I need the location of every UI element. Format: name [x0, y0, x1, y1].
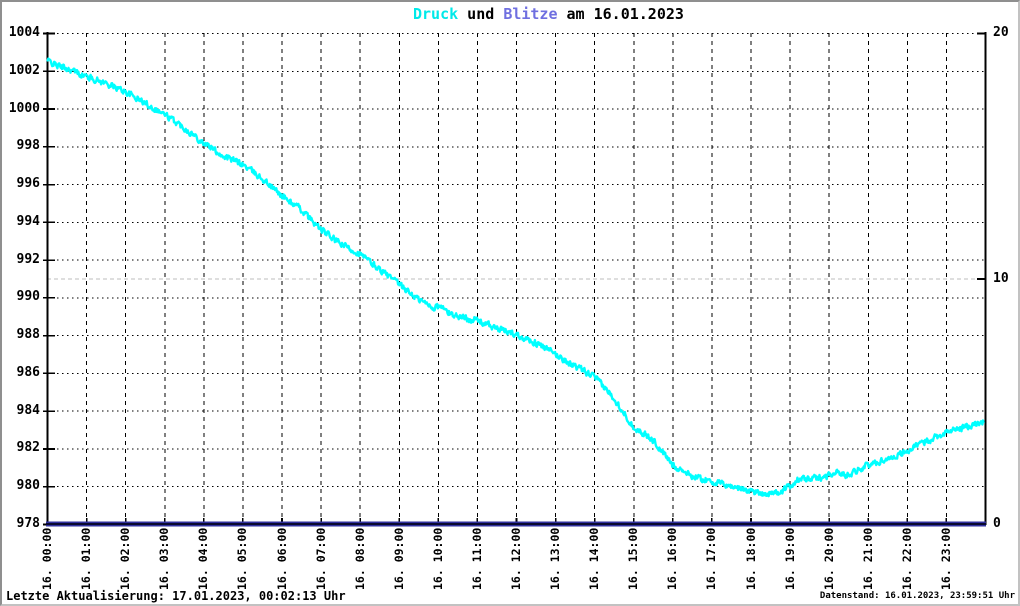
y-axis-right-label: 20	[993, 25, 1009, 40]
x-axis-tick-label: 16. 01:00	[79, 527, 94, 590]
x-axis-tick-label: 16. 08:00	[352, 527, 367, 590]
y-axis-left-label: 988	[16, 327, 40, 343]
x-axis-tick-label: 16. 03:00	[157, 527, 172, 590]
x-axis-tick-label: 16. 20:00	[821, 527, 836, 590]
y-axis-left-label: 986	[16, 364, 40, 380]
x-axis-tick-label: 16. 15:00	[626, 527, 641, 590]
y-axis-right-label: 10	[993, 270, 1009, 286]
x-axis-tick-label: 16. 21:00	[860, 527, 875, 590]
y-axis-left-label: 1004	[8, 25, 40, 40]
chart-title-druck: Druck	[413, 5, 459, 23]
x-axis-tick-label: 16. 17:00	[704, 527, 719, 590]
chart-title-blitze: Blitze	[503, 5, 558, 23]
x-axis-tick-label: 16. 18:00	[743, 527, 758, 590]
y-axis-left-label: 990	[16, 289, 40, 305]
x-axis-tick-label: 16. 11:00	[469, 527, 484, 590]
y-axis-left-label: 984	[16, 402, 40, 418]
y-axis-left-label: 1002	[8, 62, 40, 78]
y-axis-left-label: 980	[16, 478, 40, 494]
x-axis-tick-label: 16. 06:00	[274, 527, 289, 590]
x-axis-tick-label: 16. 09:00	[391, 527, 406, 590]
x-axis-tick-label: 16. 22:00	[899, 527, 914, 590]
last-update-text: Letzte Aktualisierung: 17.01.2023, 00:02…	[6, 589, 346, 603]
y-axis-left-label: 1000	[8, 100, 40, 116]
chart-title: Druck und Blitze am 16.01.2023	[413, 5, 684, 23]
chart-title-und: und	[458, 5, 504, 23]
x-axis-tick-label: 16. 00:00	[40, 527, 54, 590]
x-axis-tick-label: 16. 13:00	[548, 527, 563, 590]
chart-title-date: am 16.01.2023	[557, 5, 684, 23]
x-axis-tick-label: 16. 10:00	[430, 527, 445, 590]
x-axis-tick-label: 16. 19:00	[782, 527, 797, 590]
x-axis-tick-label: 16. 23:00	[938, 527, 953, 590]
y-axis-left-label: 998	[16, 138, 40, 154]
y-axis-left-label: 982	[16, 440, 40, 456]
x-axis-tick-label: 16. 04:00	[196, 527, 211, 590]
x-axis-tick-label: 16. 12:00	[509, 527, 523, 590]
y-axis-left-label: 996	[16, 176, 40, 192]
y-axis-left-label: 994	[16, 213, 40, 229]
x-axis-tick-label: 16. 16:00	[665, 527, 680, 590]
y-axis-left-label: 992	[16, 251, 40, 267]
data-state-text: Datenstand: 16.01.2023, 23:59:51 Uhr	[819, 591, 1015, 601]
x-axis-tick-label: 16. 02:00	[118, 527, 133, 590]
x-axis-tick-label: 16. 07:00	[313, 527, 328, 590]
x-axis-tick-label: 16. 14:00	[587, 527, 602, 590]
x-axis-tick-label: 16. 05:00	[235, 527, 250, 590]
y-axis-left-label: 978	[16, 516, 40, 531]
y-axis-right-label: 0	[993, 516, 1001, 531]
pressure-curve	[46, 57, 985, 498]
